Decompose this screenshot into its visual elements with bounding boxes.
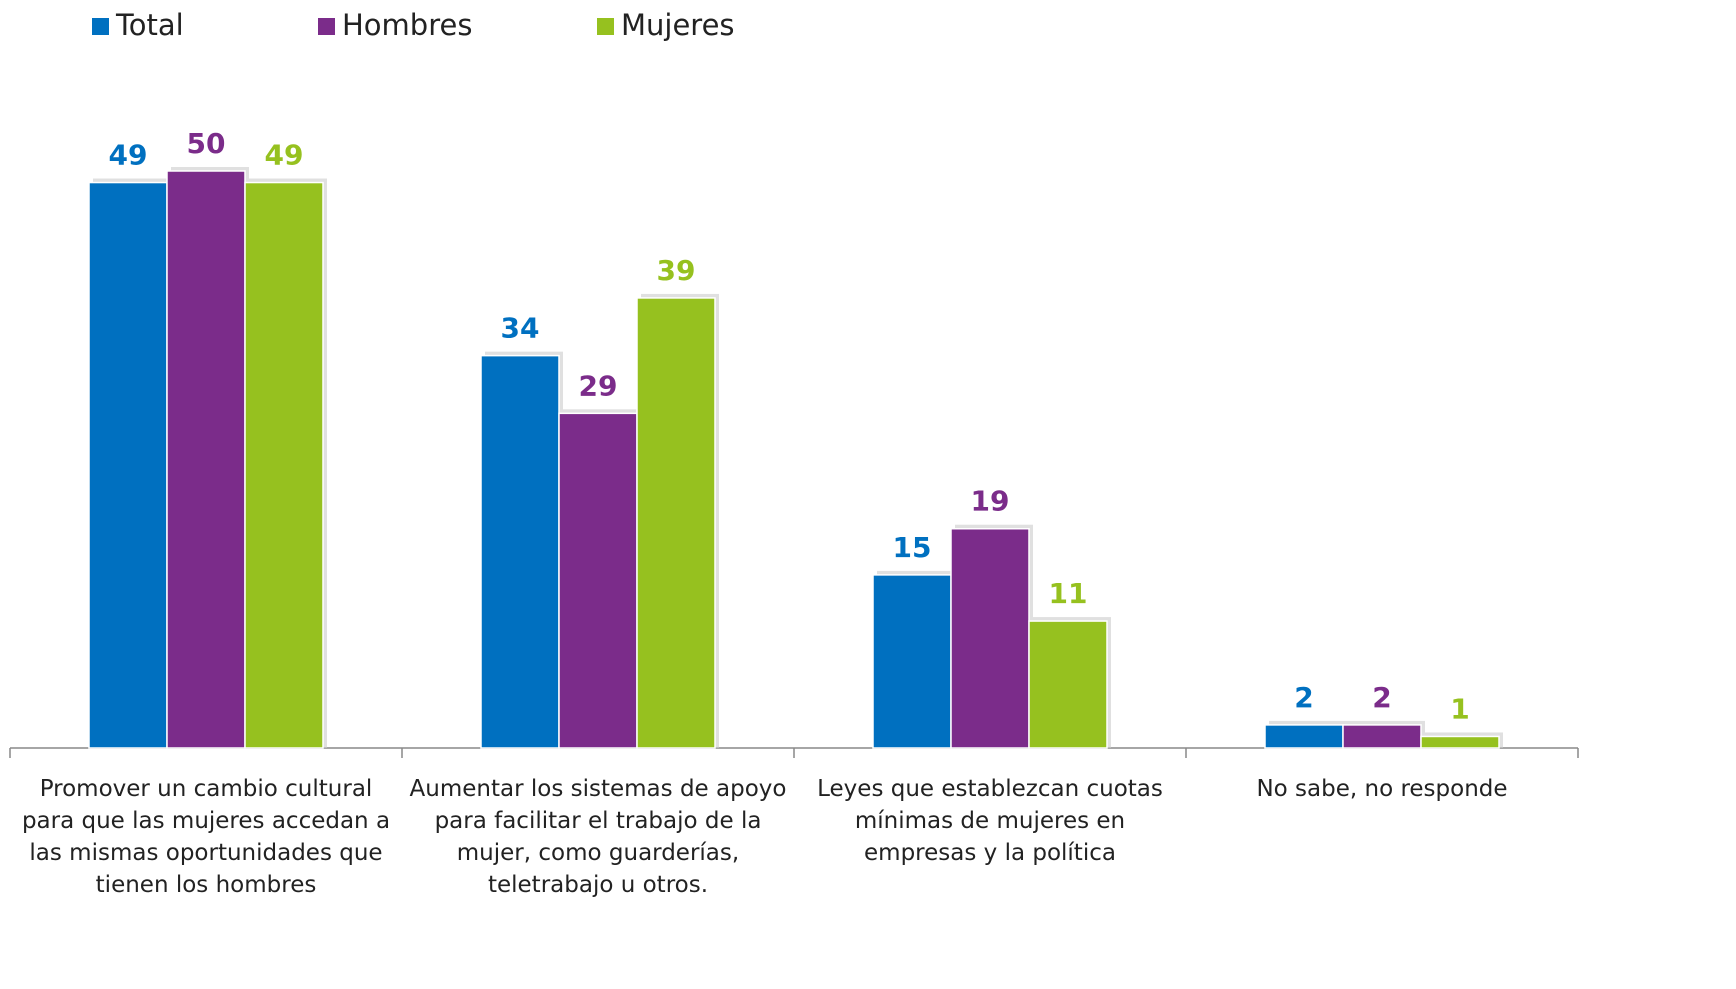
value-label: 34 [501, 312, 540, 345]
bar [480, 354, 560, 749]
value-label: 2 [1372, 681, 1391, 714]
legend-swatch [92, 18, 109, 35]
x-tick-label: No sabe, no responde [1256, 776, 1508, 802]
x-tick-label: Leyes que establezcan cuotas mínimas de … [817, 776, 1163, 866]
value-label: 15 [893, 531, 932, 564]
bar [1342, 724, 1422, 749]
legend-swatch [318, 18, 335, 35]
bar [950, 527, 1030, 749]
bar [872, 574, 952, 749]
value-label: 2 [1294, 681, 1313, 714]
value-label: 50 [187, 127, 226, 160]
x-tick-label: Promover un cambio cultural para que las… [21, 776, 391, 898]
value-label: 29 [579, 369, 618, 402]
value-label: 39 [657, 254, 696, 287]
legend-label: Hombres [342, 8, 472, 42]
legend-label: Total [115, 8, 184, 42]
bar [244, 181, 324, 749]
value-label: 19 [971, 485, 1010, 518]
bar [1264, 724, 1344, 749]
value-label: 11 [1049, 577, 1088, 610]
bar [636, 297, 716, 749]
bar [166, 170, 246, 749]
value-label: 1 [1450, 692, 1469, 725]
bar [1028, 620, 1108, 749]
legend-label: Mujeres [621, 8, 735, 42]
value-label: 49 [109, 139, 148, 172]
bar [88, 181, 168, 749]
bar [1420, 735, 1500, 749]
bar [558, 412, 638, 749]
legend-swatch [597, 18, 614, 35]
x-tick-label: Aumentar los sistemas de apoyo para faci… [409, 776, 787, 898]
value-label: 49 [265, 139, 304, 172]
